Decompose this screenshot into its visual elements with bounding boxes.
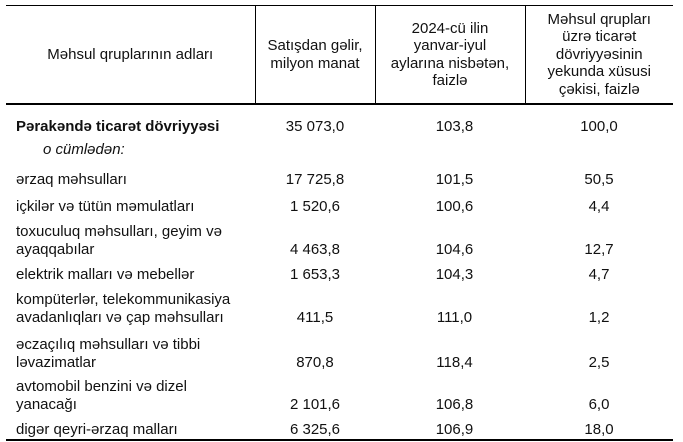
row-label: əczaçılıq məhsulları və tibbi ləvazimatl… [16,336,201,371]
change-pct-value: 118,4 [436,354,473,371]
col-header-share-of-total: Məhsul qrupları üzrə ticarət dövriyyəsin… [525,5,673,105]
revenue-value: 35 073,0 [285,118,345,135]
share-pct-value: 2,5 [588,354,610,371]
table-row-subnote: o cümlədən: [6,141,673,159]
change-pct-value: 106,9 [375,414,525,441]
table-row: elektrik malları və mebellər 1 653,3 104… [6,259,673,284]
share-pct-value [525,141,673,159]
share-pct-value: 100,0 [580,118,618,135]
col-header-sales-revenue: Satışdan gəlir, milyon manat [255,5,376,105]
revenue-value: 1 520,6 [289,198,341,215]
change-pct-value: 100,6 [435,198,474,215]
revenue-value: 17 725,8 [285,171,345,188]
row-label: toxuculuq məhsulları, geyim və ayaqqabıl… [16,223,222,258]
share-pct-value: 4,4 [588,198,610,215]
row-label: Pərakəndə ticarət dövriyyəsi [16,118,220,135]
revenue-value: 2 101,6 [289,396,341,413]
change-pct-value: 104,6 [435,241,474,258]
change-pct-value: 106,8 [435,396,474,413]
revenue-value [255,141,375,159]
revenue-value: 870,8 [296,354,334,371]
row-label: avtomobil benzini və dizel yanacağı [16,378,187,413]
table-header: Məhsul qruplarının adları Satışdan gəlir… [6,5,673,105]
change-pct-value: 111,0 [436,309,473,326]
share-pct-value: 6,0 [588,396,610,413]
revenue-value: 1 653,3 [289,266,341,283]
row-label: içkilər və tütün məmulatları [16,198,195,215]
table-row: əczaçılıq məhsulları və tibbi ləvazimatl… [6,327,673,372]
table-row: içkilər və tütün məmulatları 1 520,6 100… [6,189,673,216]
table-row: ərzaq məhsulları 17 725,8 101,5 50,5 [6,159,673,189]
row-label: o cümlədən: [43,141,125,158]
table-row: kompüterlər, telekommunikasiya avadanlıq… [6,284,673,327]
table-row: digər qeyri-ərzaq malları 6 325,6 106,9 … [6,414,673,441]
revenue-value: 411,5 [296,309,334,326]
row-label: digər qeyri-ərzaq malları [6,414,255,441]
row-label: elektrik malları və mebellər [16,266,195,283]
share-pct-value: 1,2 [588,309,610,326]
revenue-value: 6 325,6 [255,414,375,441]
col-header-change-vs-2024: 2024-cü ilin yanvar-iyul aylarına nisbət… [375,5,526,105]
revenue-value: 4 463,8 [289,241,341,258]
row-label: ərzaq məhsulları [16,171,127,188]
share-pct-value: 4,7 [588,266,610,283]
table-row-total: Pərakəndə ticarət dövriyyəsi 35 073,0 10… [6,104,673,141]
change-pct-value: 103,8 [435,118,474,135]
change-pct-value: 101,5 [435,171,474,188]
header-row: Məhsul qruplarının adları Satışdan gəlir… [6,5,673,105]
change-pct-value: 104,3 [435,266,474,283]
row-label: kompüterlər, telekommunikasiya avadanlıq… [16,291,231,326]
change-pct-value [375,141,525,159]
table-body: Pərakəndə ticarət dövriyyəsi 35 073,0 10… [6,104,673,441]
share-pct-value: 18,0 [525,414,673,441]
share-pct-value: 50,5 [584,171,614,188]
table-row: toxuculuq məhsulları, geyim və ayaqqabıl… [6,216,673,259]
col-header-product-groups: Məhsul qruplarının adları [6,5,256,105]
share-pct-value: 12,7 [584,241,614,258]
retail-trade-table: Məhsul qruplarının adları Satışdan gəlir… [6,5,673,441]
table-row: avtomobil benzini və dizel yanacağı 2 10… [6,372,673,414]
